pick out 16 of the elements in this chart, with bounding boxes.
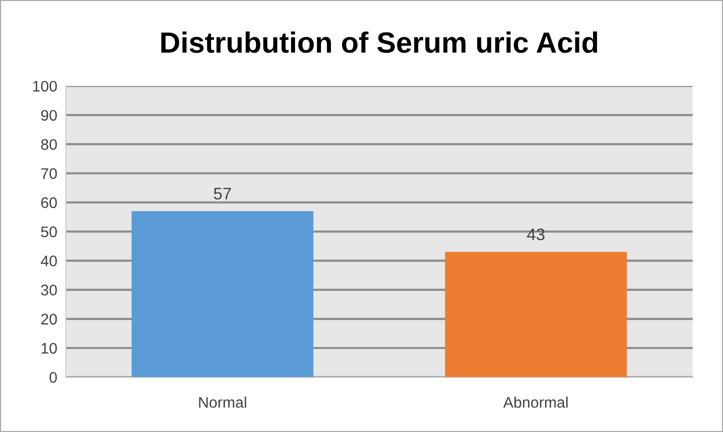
data-label: 57 (214, 188, 231, 200)
x-tick-label: Abnormal (503, 396, 568, 408)
y-tick-label: 20 (41, 314, 57, 325)
y-tick-label: 90 (41, 110, 57, 121)
chart-title: Distrubution of Serum uric Acid (161, 32, 598, 53)
data-label: 43 (527, 228, 544, 240)
y-tick-label: 0 (50, 372, 57, 383)
y-tick-label: 50 (41, 226, 57, 238)
y-tick-label: 80 (41, 139, 57, 150)
y-tick-label: 70 (41, 168, 57, 180)
y-tick-label: 40 (40, 256, 57, 266)
y-tick-label: 10 (42, 342, 57, 354)
y-tick-label: 30 (41, 284, 57, 296)
y-tick-label: 60 (41, 197, 57, 208)
x-tick-label: Normal (199, 396, 246, 408)
y-tick-label: 100 (33, 80, 57, 92)
